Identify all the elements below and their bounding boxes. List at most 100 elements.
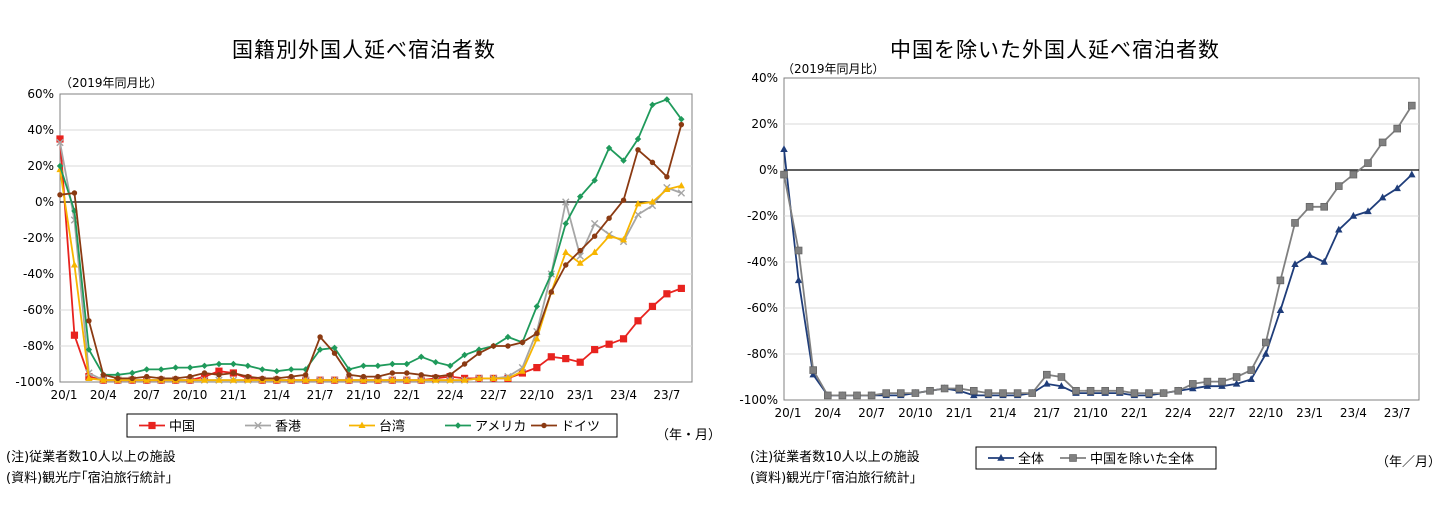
- left-data-point: [677, 181, 685, 189]
- right-data-point: [1145, 389, 1153, 397]
- left-data-point: [274, 375, 280, 382]
- left-data-point: [490, 343, 497, 349]
- left-data-point: [302, 372, 309, 378]
- right-data-point: [824, 391, 832, 400]
- left-data-point: [259, 366, 266, 373]
- right-data-point: [1203, 382, 1212, 389]
- left-data-point: [446, 362, 454, 369]
- left-legend-marker: [454, 422, 462, 429]
- right-chart-svg: 40% 20% 0% -20% -40% -60% -80% -100%20/1 20/4 20/…: [739, 71, 1420, 470]
- right-data-point: [1408, 170, 1416, 178]
- left-data-point: [577, 247, 583, 254]
- left-data-point: [548, 289, 555, 295]
- left-data-point: [447, 372, 453, 378]
- left-x-tick-label: 22/1: [393, 388, 420, 402]
- left-data-point: [200, 376, 209, 383]
- left-unit-note: （2019年同月比）: [60, 76, 163, 90]
- left-data-point: [70, 331, 79, 339]
- left-data-point: [244, 376, 252, 383]
- right-x-tick-label: 22/10: [1249, 406, 1284, 420]
- right-x-tick-label: 21/7: [1033, 406, 1060, 420]
- right-data-point: [926, 386, 934, 395]
- left-chart-panel: 国籍別外国人延べ宿泊者数 （2019年同月比） 60% 40% 20% 0% -20% -…: [0, 0, 722, 518]
- left-y-tick-label: -20%: [23, 231, 54, 245]
- left-data-point: [143, 366, 150, 373]
- right-data-point: [809, 370, 817, 378]
- right-series-1: [780, 101, 1416, 400]
- right-y-tick-label: 40%: [751, 71, 778, 85]
- right-data-point: [1232, 379, 1241, 387]
- left-data-point: [648, 198, 656, 205]
- left-note-1: (注)従業者数10人以上の施設: [6, 450, 176, 465]
- left-chart-svg: 60% 40% 20% 0% -20% -40% -60% -80% -100%20/1 20/4…: [15, 87, 693, 438]
- right-data-point: [794, 276, 803, 284]
- left-data-point: [446, 376, 454, 383]
- left-chart-title: 国籍別外国人延べ宿泊者数: [232, 38, 496, 62]
- right-data-point: [999, 389, 1007, 397]
- left-data-point: [619, 335, 628, 343]
- left-data-point: [461, 361, 468, 367]
- left-data-point: [157, 366, 165, 373]
- left-data-point: [620, 235, 628, 243]
- left-data-point: [504, 374, 512, 381]
- right-data-point: [1232, 373, 1241, 381]
- left-data-point: [591, 345, 599, 354]
- right-data-point: [1013, 389, 1022, 397]
- right-data-point: [867, 391, 876, 400]
- right-data-point: [1335, 182, 1343, 190]
- left-data-point: [71, 207, 78, 215]
- right-data-point: [882, 389, 891, 397]
- left-y-tick-label: -40%: [23, 267, 54, 281]
- right-plot-area: [783, 77, 1420, 401]
- left-data-point: [519, 339, 526, 346]
- left-data-point: [591, 248, 599, 255]
- right-data-point: [969, 386, 978, 395]
- left-data-point: [245, 373, 251, 380]
- left-legend-label: 中国: [169, 420, 195, 435]
- left-data-point: [648, 302, 657, 311]
- right-data-point: [853, 391, 861, 400]
- right-data-point: [1320, 202, 1328, 211]
- left-legend-label: 香港: [275, 420, 301, 435]
- right-x-tick-label: 20/7: [858, 406, 885, 420]
- right-data-point: [1247, 375, 1255, 383]
- left-data-point: [229, 376, 237, 383]
- left-data-point: [620, 197, 627, 203]
- right-legend-label: 中国を除いた全体: [1090, 451, 1194, 467]
- right-x-tick-label: 22/4: [1165, 406, 1192, 420]
- right-x-unit: （年／月）: [1376, 455, 1442, 470]
- left-data-point: [562, 198, 570, 206]
- right-data-point: [1291, 260, 1299, 268]
- left-data-point: [605, 144, 613, 152]
- right-data-point: [1057, 382, 1066, 389]
- left-data-point: [563, 262, 569, 268]
- right-y-tick-label: -100%: [739, 393, 778, 407]
- left-data-point: [576, 259, 584, 266]
- right-data-point: [1043, 379, 1051, 387]
- left-y-tick-label: -60%: [23, 303, 54, 317]
- left-data-point: [418, 372, 424, 378]
- left-data-point: [635, 147, 641, 153]
- right-data-point: [1086, 386, 1095, 395]
- left-data-point: [172, 375, 179, 382]
- left-data-point: [259, 375, 266, 382]
- right-data-point: [1393, 124, 1401, 133]
- left-y-tick-label: 20%: [27, 159, 54, 173]
- right-legend-marker: [997, 453, 1005, 461]
- left-data-point: [186, 364, 194, 371]
- left-y-tick-label: 40%: [27, 123, 54, 137]
- left-legend-marker: [358, 421, 366, 429]
- right-x-tick-label: 22/7: [1209, 406, 1236, 420]
- left-data-point: [404, 370, 410, 376]
- right-data-point: [1218, 382, 1226, 389]
- left-data-point: [417, 376, 425, 383]
- left-legend-label: アメリカ: [475, 420, 526, 435]
- left-data-point: [634, 210, 642, 219]
- left-series-4: [57, 121, 685, 382]
- left-data-point: [57, 192, 63, 198]
- right-data-point: [970, 391, 978, 399]
- left-data-point: [100, 372, 107, 378]
- right-x-tick-label: 20/1: [775, 406, 802, 420]
- right-data-point: [780, 145, 788, 153]
- right-data-point: [1262, 338, 1270, 347]
